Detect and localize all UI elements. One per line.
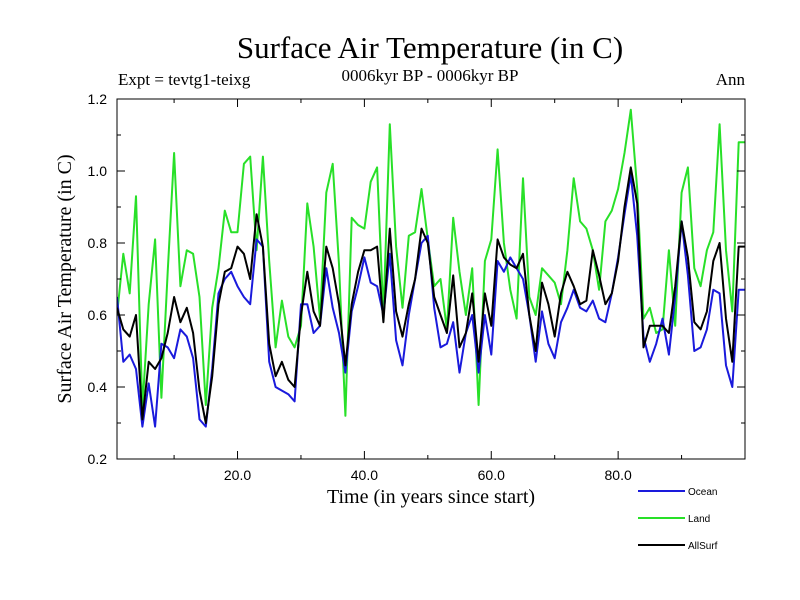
x-tick-label: 80.0 xyxy=(605,467,632,483)
series-line-allsurf xyxy=(117,166,745,424)
experiment-label: Expt = tevtg1-teixg xyxy=(118,70,251,89)
y-tick-label: 0.4 xyxy=(88,379,108,395)
y-tick-label: 1.0 xyxy=(88,163,108,179)
y-tick-label: 1.2 xyxy=(88,91,108,107)
chart-title: Surface Air Temperature (in C) xyxy=(237,30,623,65)
tick-marks: 0.2 0.4 0.6 0.8 1.0 1.2 20.0 40.0 60.0 80.0 xyxy=(88,91,745,483)
x-tick-label: 60.0 xyxy=(478,467,505,483)
season-label: Ann xyxy=(716,70,746,89)
y-tick-label: 0.2 xyxy=(88,451,108,467)
chart-subtitle: 0006kyr BP - 0006kyr BP xyxy=(342,66,519,85)
x-axis-label: Time (in years since start) xyxy=(327,486,535,508)
x-tick-label: 20.0 xyxy=(224,467,251,483)
legend-label-ocean: Ocean xyxy=(688,487,717,498)
legend-label-land: Land xyxy=(688,514,710,525)
series-layer xyxy=(117,108,745,428)
y-axis-label: Surface Air Temperature (in C) xyxy=(54,154,76,403)
legend-label-allsurf: AllSurf xyxy=(688,541,718,552)
legend: Ocean Land AllSurf xyxy=(638,487,718,552)
x-tick-label: 40.0 xyxy=(351,467,378,483)
y-tick-label: 0.8 xyxy=(88,235,108,251)
y-tick-label: 0.6 xyxy=(88,307,108,323)
